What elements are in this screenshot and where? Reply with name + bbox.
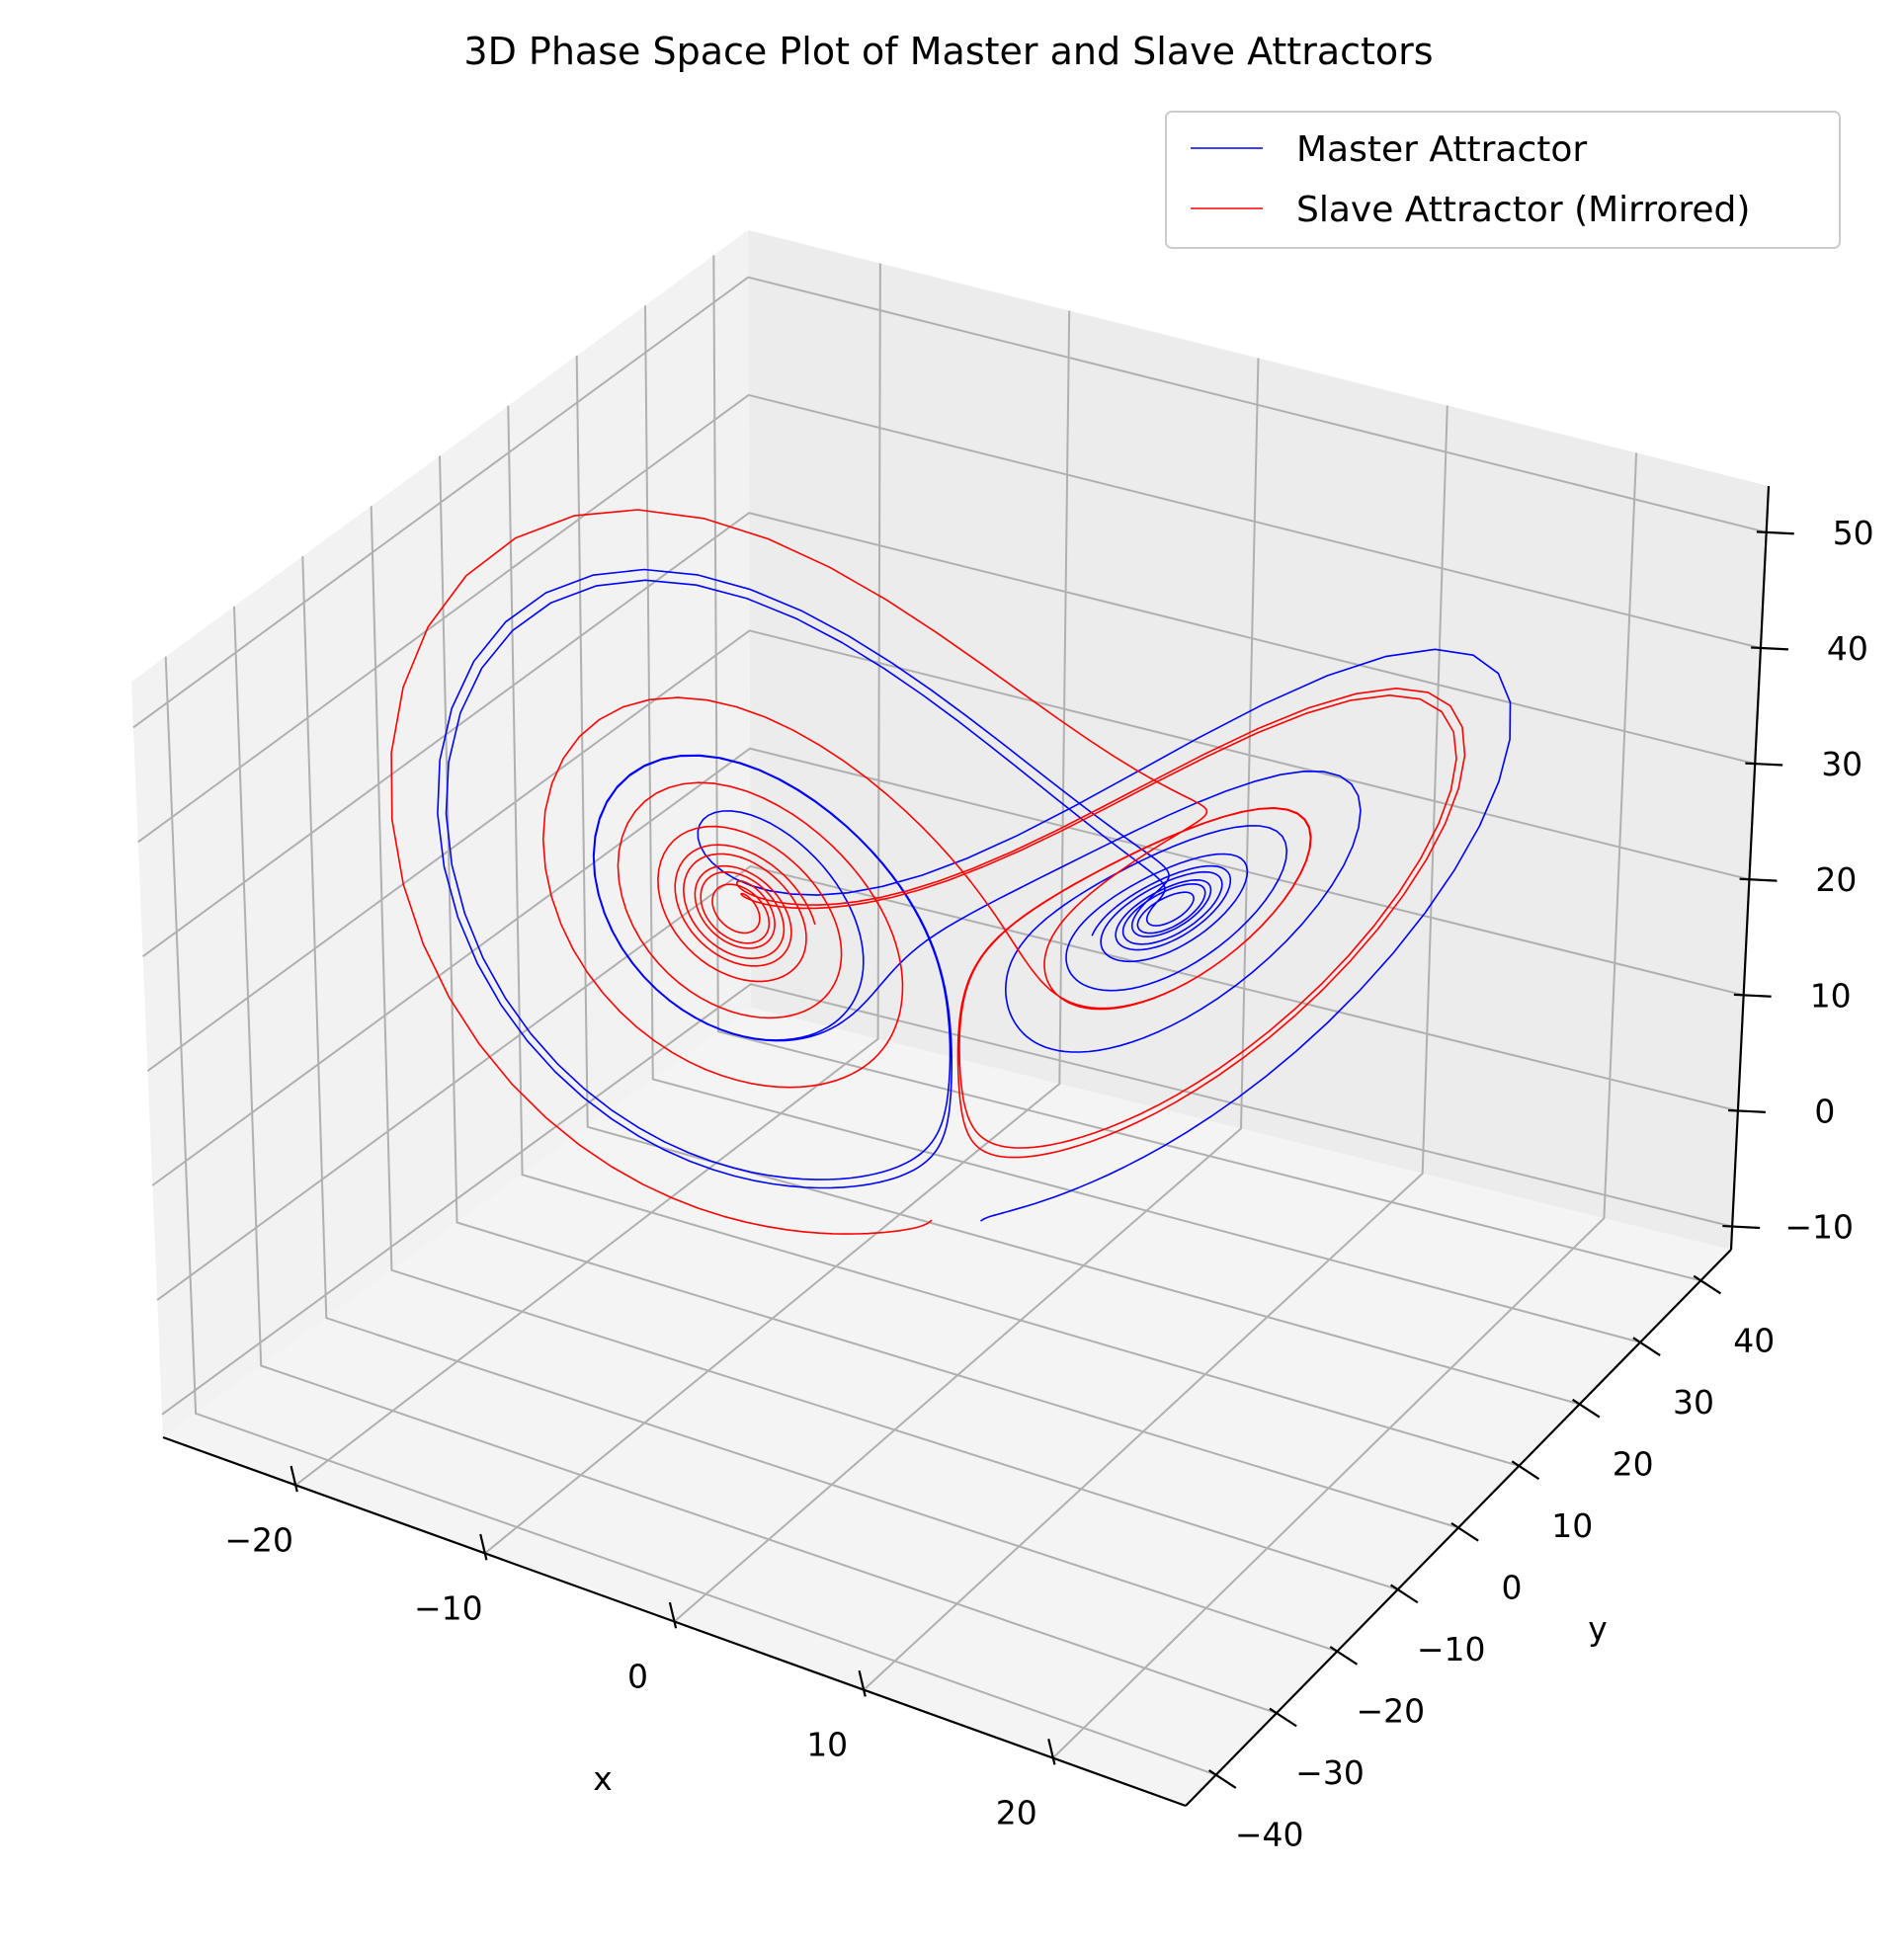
y-grid-line-7: [644, 305, 1641, 1343]
z-tick-label-6: 50: [1833, 514, 1874, 552]
x-tick-1: [479, 1533, 488, 1561]
z-tick-label-0: −10: [1784, 1208, 1854, 1247]
axis-panes: [131, 230, 1769, 1806]
x-tick-0: [290, 1465, 298, 1493]
x-tick-label-3: 10: [806, 1726, 848, 1764]
floor-pane-xy: [163, 1008, 1731, 1806]
z-tick-label-1: 0: [1814, 1093, 1835, 1131]
x-tick-4: [1047, 1738, 1056, 1765]
x-grid-line-4: [1052, 452, 1638, 1759]
back-pane-xz: [748, 230, 1769, 1250]
series-line-1: [390, 509, 1466, 1235]
z-grid-line-0: [161, 983, 1733, 1416]
z-tick-1: [1728, 1108, 1766, 1113]
y-tick-0: [1208, 1769, 1237, 1789]
z-tick-0: [1722, 1224, 1761, 1230]
x-tick-3: [858, 1669, 867, 1697]
y-axis-label: y: [1588, 1609, 1608, 1648]
x-tick-label-4: 20: [996, 1794, 1037, 1832]
z-tick-label-5: 40: [1827, 629, 1868, 668]
z-tick-4: [1745, 762, 1783, 767]
y-tick-label-3: −10: [1417, 1630, 1486, 1668]
y-tick-label-6: 20: [1613, 1444, 1654, 1483]
side-pane-yz: [131, 230, 751, 1437]
grid-lines: [132, 255, 1767, 1776]
y-tick-label-4: 0: [1502, 1569, 1523, 1607]
y-grid-line-8: [712, 255, 1701, 1282]
y-tick-5: [1511, 1460, 1540, 1481]
z-grid-line-3: [146, 629, 1750, 1072]
z-tick-label-4: 30: [1821, 745, 1863, 783]
y-tick-7: [1632, 1337, 1661, 1356]
x-grid-line-1: [484, 310, 1071, 1555]
y-tick-label-8: 40: [1733, 1321, 1775, 1359]
y-tick-label-2: −20: [1356, 1692, 1425, 1731]
x-axis-label: x: [593, 1759, 613, 1798]
y-grid-line-3: [370, 506, 1399, 1591]
y-grid-line-6: [575, 355, 1580, 1406]
y-grid-line-5: [507, 405, 1520, 1467]
y-tick-label-1: −30: [1295, 1753, 1365, 1792]
series-lines: [390, 509, 1512, 1235]
y-tick-8: [1693, 1274, 1722, 1295]
axis-ticks: −20 −10 0 10 20 −40 −30 −20 −10 0 10 20 30 40 −10 0 10 20…: [224, 514, 1873, 1854]
y-tick-label-5: 10: [1551, 1506, 1593, 1545]
z-tick-label-2: 10: [1810, 976, 1852, 1015]
z-tick-3: [1739, 877, 1778, 882]
y-grid-line-1: [233, 606, 1278, 1715]
series-line-0: [437, 568, 1512, 1222]
legend-label-slave: Slave Attractor (Mirrored): [1296, 190, 1750, 230]
y-tick-label-7: 30: [1673, 1383, 1714, 1422]
x-tick-label-0: −20: [224, 1520, 293, 1559]
x-tick-2: [668, 1601, 678, 1629]
y-tick-label-0: −40: [1235, 1816, 1304, 1854]
z-tick-6: [1756, 530, 1794, 535]
x-grid-line-3: [863, 405, 1449, 1691]
y-grid-line-2: [301, 556, 1338, 1653]
x-grid-line-2: [673, 358, 1260, 1623]
z-grid-line-5: [137, 393, 1762, 844]
y-tick-2: [1329, 1646, 1359, 1666]
z-grid-line-2: [151, 747, 1744, 1186]
legend-box: [1165, 111, 1841, 249]
x-tick-label-2: 0: [627, 1658, 648, 1696]
z-axis-line: [1729, 485, 1771, 1251]
chart-title: 3D Phase Space Plot of Master and Slave …: [463, 30, 1433, 73]
y-tick-4: [1450, 1521, 1479, 1542]
z-tick-2: [1733, 993, 1772, 998]
z-grid-line-4: [142, 512, 1756, 958]
legend: Master Attractor Slave Attractor (Mirror…: [1165, 111, 1841, 249]
legend-label-master: Master Attractor: [1296, 129, 1587, 170]
y-tick-1: [1269, 1707, 1297, 1728]
z-tick-5: [1751, 646, 1788, 651]
y-grid-line-4: [439, 455, 1459, 1529]
y-tick-6: [1572, 1398, 1601, 1419]
x-grid-line-0: [294, 263, 881, 1487]
y-grid-line-0: [164, 656, 1217, 1776]
z-grid-line-6: [132, 276, 1767, 729]
y-tick-3: [1390, 1584, 1419, 1604]
x-tick-label-1: −10: [414, 1588, 483, 1627]
z-tick-label-3: 20: [1815, 860, 1857, 899]
z-grid-line-1: [156, 864, 1739, 1301]
